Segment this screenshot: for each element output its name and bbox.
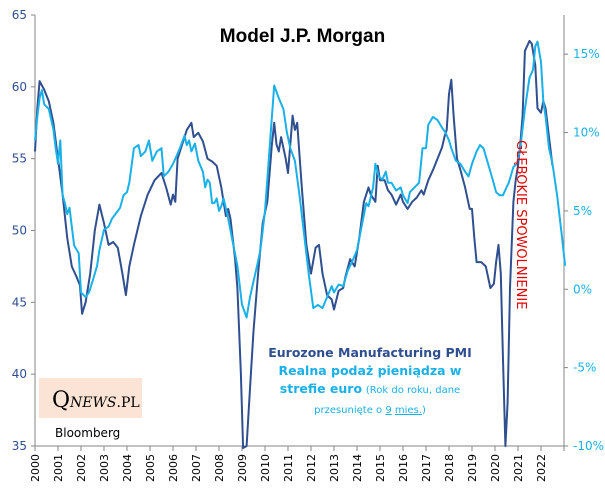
- annotation-deep-slowdown: GŁĘBOKIE SPOWOLNIENIE: [513, 140, 528, 310]
- legend: Eurozone Manufacturing PMI Realna podaż …: [255, 344, 485, 420]
- legend-pmi: Eurozone Manufacturing PMI: [268, 345, 472, 360]
- x-tick-label: 2012: [305, 454, 318, 482]
- x-tick-label: 2011: [282, 454, 295, 482]
- x-tick-label: 2018: [443, 454, 456, 482]
- y-left-tick-label: 65: [12, 8, 27, 22]
- series-line-money-supply: [34, 40, 567, 319]
- x-tick-label: 2019: [466, 454, 479, 482]
- x-tick-label: 2009: [236, 454, 249, 482]
- axes: [31, 14, 568, 451]
- x-tick-label: 2013: [328, 454, 341, 482]
- x-tick-label: 2015: [374, 454, 387, 482]
- x-tick-label: 2006: [167, 454, 180, 482]
- qnews-logo: QNEWS.PL: [52, 388, 140, 413]
- y-left-tick-label: 45: [12, 295, 27, 309]
- x-tick-label: 2014: [351, 454, 364, 482]
- y-right-tick-label: 0%: [573, 282, 592, 296]
- x-tick-label: 2008: [213, 454, 226, 482]
- y-left-tick-label: 35: [12, 439, 27, 453]
- x-tick-label: 2004: [121, 454, 134, 482]
- x-tick-label: 2002: [75, 454, 88, 482]
- source-label: Bloomberg: [55, 426, 121, 440]
- x-tick-label: 2007: [190, 454, 203, 482]
- y-left-tick-label: 50: [12, 224, 27, 238]
- x-tick-label: 2022: [535, 454, 548, 482]
- logo-background: [39, 378, 142, 418]
- y-right-tick-label: -5%: [573, 361, 596, 375]
- x-tick-label: 2005: [144, 454, 157, 482]
- y-right-tick-label: 5%: [573, 204, 592, 218]
- x-tick-label: 2003: [98, 454, 111, 482]
- x-tick-label: 2020: [489, 454, 502, 482]
- x-tick-label: 2017: [420, 454, 433, 482]
- legend-money-supply: Realna podaż pieniądza w strefie euro: [278, 363, 462, 396]
- y-right-tick-label: 15%: [573, 47, 600, 61]
- legend-note: (Rok do roku, dane przesunięte o 9 mies.…: [314, 385, 461, 416]
- tick-labels: 35 40 45 50 55 60 65 -10% -5% 0% 5% 10% 15% 2000 2001 2…: [12, 8, 604, 482]
- chart-title: Model J.P. Morgan: [219, 26, 386, 47]
- x-tick-label: 2001: [52, 454, 65, 482]
- series-line-pmi: [34, 39, 554, 449]
- y-right-tick-label: -10%: [573, 439, 604, 453]
- x-tick-label: 2010: [259, 454, 272, 482]
- x-tick-label: 2000: [29, 454, 42, 482]
- y-left-tick-label: 55: [12, 152, 27, 166]
- y-left-tick-label: 40: [12, 367, 27, 381]
- x-tick-label: 2016: [397, 454, 410, 482]
- x-tick-label: 2021: [512, 454, 525, 482]
- series-lines: [34, 39, 567, 449]
- y-left-tick-label: 60: [12, 80, 27, 94]
- y-right-tick-label: 10%: [573, 126, 600, 140]
